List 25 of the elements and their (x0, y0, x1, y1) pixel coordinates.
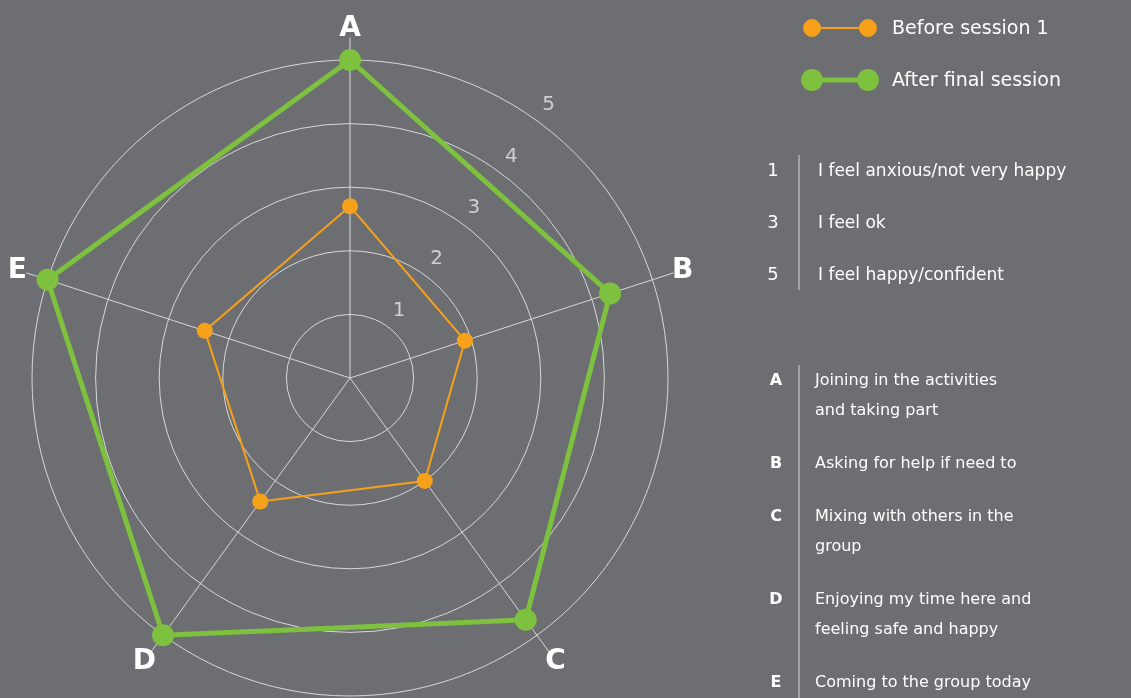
spoke-label: B (672, 251, 694, 285)
spoke-label: D (132, 642, 157, 676)
legend-label: Before session 1 (892, 15, 1049, 38)
spoke-label: E (7, 251, 27, 285)
text: I feel happy/confident (818, 264, 1005, 284)
text: A (769, 369, 783, 389)
spoke-label: A (339, 10, 362, 44)
text: D (769, 588, 783, 608)
text: 5 (767, 263, 779, 284)
text: I feel anxious/not very happy (818, 160, 1067, 180)
spoke-label: C (545, 642, 566, 676)
text: I feel ok (818, 212, 886, 232)
y-tick-label: 2 (430, 245, 443, 270)
legend-label: After final session (892, 67, 1061, 90)
text: B (769, 452, 783, 472)
text: Mixing with others in the group (815, 505, 1014, 555)
text: Enjoying my time here and feeling safe and happy (815, 588, 1032, 638)
text: Asking for help if need to (815, 452, 1017, 472)
text: Joining in the activities and taking part (814, 369, 998, 419)
text: E (770, 671, 782, 691)
text: 1 (767, 159, 779, 180)
y-tick-label: 4 (504, 142, 518, 167)
text: Coming to the group today (815, 671, 1031, 691)
text: C (770, 505, 782, 525)
text: 3 (767, 211, 779, 232)
